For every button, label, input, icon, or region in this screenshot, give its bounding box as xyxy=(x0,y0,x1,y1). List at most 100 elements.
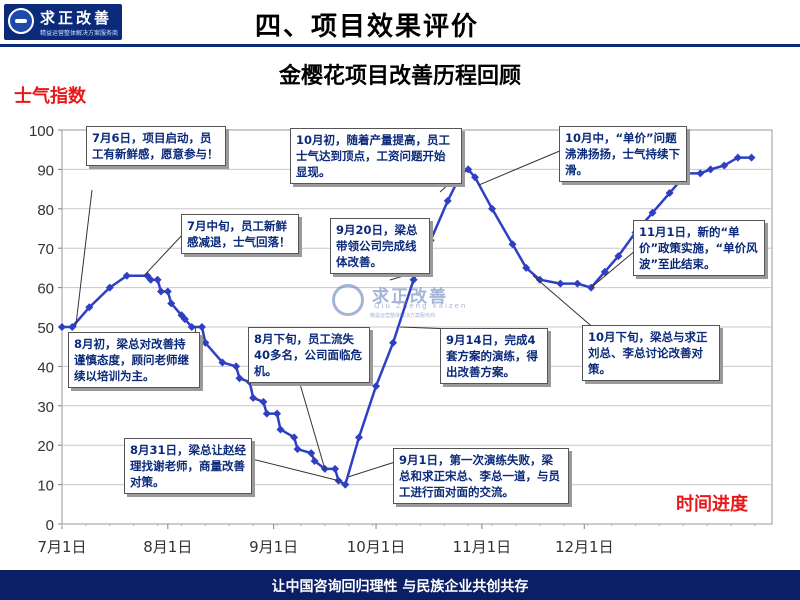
data-point xyxy=(262,409,271,418)
y-tick-label: 50 xyxy=(37,320,54,337)
annotation-sep20: 9月20日，梁总带领公司完成线体改善。 xyxy=(330,218,430,274)
logo-tagline: 精益运营整体解决方案服务商 xyxy=(40,30,119,37)
data-point xyxy=(232,362,241,371)
x-tick-label: 7月1日 xyxy=(37,538,86,556)
data-point xyxy=(218,358,227,367)
annotation-jul6: 7月6日，项目启动，员工有新鲜感，愿意参与！ xyxy=(86,126,226,166)
data-point xyxy=(747,153,756,162)
annotation-connector xyxy=(478,149,563,186)
annotation-early-oct: 10月初，随着产量提高，员工士气达到顶点，工资问题开始显现。 xyxy=(290,128,462,184)
company-logo: 求正改善 精益运营整体解决方案服务商 xyxy=(4,4,122,40)
data-point xyxy=(187,323,196,331)
y-tick-label: 40 xyxy=(37,359,54,376)
data-point xyxy=(443,196,452,205)
header-divider xyxy=(0,44,800,47)
data-point xyxy=(259,397,268,406)
y-tick-label: 70 xyxy=(37,241,54,258)
data-point xyxy=(471,173,480,182)
annotation-connector xyxy=(348,461,396,478)
watermark-pinyin: Qiu Zheng kaizen xyxy=(374,302,468,310)
y-axis-label: 士气指数 xyxy=(14,86,86,107)
data-point xyxy=(105,283,114,292)
y-tick-label: 90 xyxy=(37,162,54,179)
data-point xyxy=(648,208,657,217)
data-point xyxy=(276,425,285,434)
annotation-late-aug: 8月下旬，员工流失40多名，公司面临危机。 xyxy=(248,327,370,383)
annotation-connector xyxy=(247,457,339,482)
annotation-connector xyxy=(75,189,93,328)
data-point xyxy=(573,279,582,288)
y-tick-label: 100 xyxy=(29,123,54,140)
data-point xyxy=(249,393,258,402)
watermark-tagline: 精益运营整体解决方案服务商 xyxy=(370,313,436,319)
data-point xyxy=(696,169,705,178)
data-point xyxy=(156,287,165,296)
y-tick-label: 10 xyxy=(37,478,54,495)
data-point xyxy=(122,271,131,280)
data-point xyxy=(389,338,398,347)
y-tick-label: 80 xyxy=(37,202,54,219)
logo-name: 求正改善 xyxy=(40,9,113,27)
annotation-connector xyxy=(532,275,597,331)
annotation-connector xyxy=(590,249,637,288)
data-point xyxy=(153,275,162,284)
annotation-connector xyxy=(299,383,326,469)
data-point xyxy=(167,299,176,308)
footer-slogan: 让中国咨询回归理性 与民族企业共创共存 xyxy=(271,579,529,595)
annotation-early-aug: 8月初，梁总对改善持谨慎态度，顾问老师继续以培训为主。 xyxy=(68,332,200,388)
watermark-emblem-icon xyxy=(332,284,364,316)
header: 求正改善 精益运营整体解决方案服务商 四、项目效果评价 xyxy=(0,0,800,44)
y-tick-label: 30 xyxy=(37,399,54,416)
data-point xyxy=(235,374,244,383)
x-tick-label: 10月1日 xyxy=(347,538,406,556)
data-point xyxy=(600,267,609,276)
data-point xyxy=(706,165,715,174)
watermark-name: 求正改善 xyxy=(372,287,448,307)
annotation-aug31: 8月31日，梁总让赵经理找谢老师，商量改善对策。 xyxy=(124,438,252,494)
data-point xyxy=(522,263,531,272)
data-point xyxy=(556,279,565,288)
data-point xyxy=(85,303,94,312)
data-point xyxy=(197,323,206,331)
annotation-nov1: 11月1日，新的“单价”政策实施，“单价风波”至此结束。 xyxy=(633,220,765,276)
page-title: 四、项目效果评价 xyxy=(255,12,480,42)
annotation-late-oct: 10月下旬，梁总与求正刘总、李总讨论改善对策。 xyxy=(582,325,720,381)
y-tick-label: 20 xyxy=(37,438,54,455)
data-point xyxy=(180,315,189,324)
data-point xyxy=(488,204,497,213)
data-point xyxy=(341,480,350,489)
data-point xyxy=(409,275,418,284)
data-point xyxy=(535,275,544,284)
data-point xyxy=(665,189,674,198)
data-point xyxy=(354,433,363,442)
data-point xyxy=(68,323,77,331)
y-tick-label: 0 xyxy=(46,517,54,534)
annotation-mid-jul: 7月中旬，员工新鲜感减退，士气回落！ xyxy=(181,214,299,254)
x-tick-label: 9月1日 xyxy=(249,538,298,556)
data-point xyxy=(372,382,381,391)
x-axis-label: 时间进度 xyxy=(676,494,748,515)
data-point xyxy=(201,338,210,347)
data-point xyxy=(614,252,623,261)
data-point xyxy=(163,287,172,296)
logo-emblem-icon xyxy=(8,8,34,34)
data-point xyxy=(720,161,729,170)
annotation-connector xyxy=(143,231,186,277)
data-point xyxy=(307,449,316,458)
watermark-logo: 求正改善 Qiu Zheng kaizen 精益运营整体解决方案服务商 xyxy=(330,282,470,322)
y-tick-label: 60 xyxy=(37,281,54,298)
annotation-mid-oct: 10月中，“单价”问题沸沸扬扬，士气持续下滑。 xyxy=(559,126,687,182)
data-point xyxy=(508,240,517,249)
data-point xyxy=(146,275,155,284)
data-point xyxy=(733,153,742,162)
x-tick-label: 8月1日 xyxy=(143,538,192,556)
data-point xyxy=(58,323,66,331)
footer-bar: 让中国咨询回归理性 与民族企业共创共存 xyxy=(0,570,800,600)
data-point xyxy=(273,409,282,418)
x-tick-label: 12月1日 xyxy=(555,538,614,556)
data-point xyxy=(310,456,319,465)
data-point xyxy=(293,445,302,454)
annotation-sep1: 9月1日，第一次演练失败，梁总和求正宋总、李总一道，与员工进行面对面的交流。 xyxy=(393,448,569,504)
x-tick-label: 11月1日 xyxy=(453,538,512,556)
data-point xyxy=(464,165,473,174)
